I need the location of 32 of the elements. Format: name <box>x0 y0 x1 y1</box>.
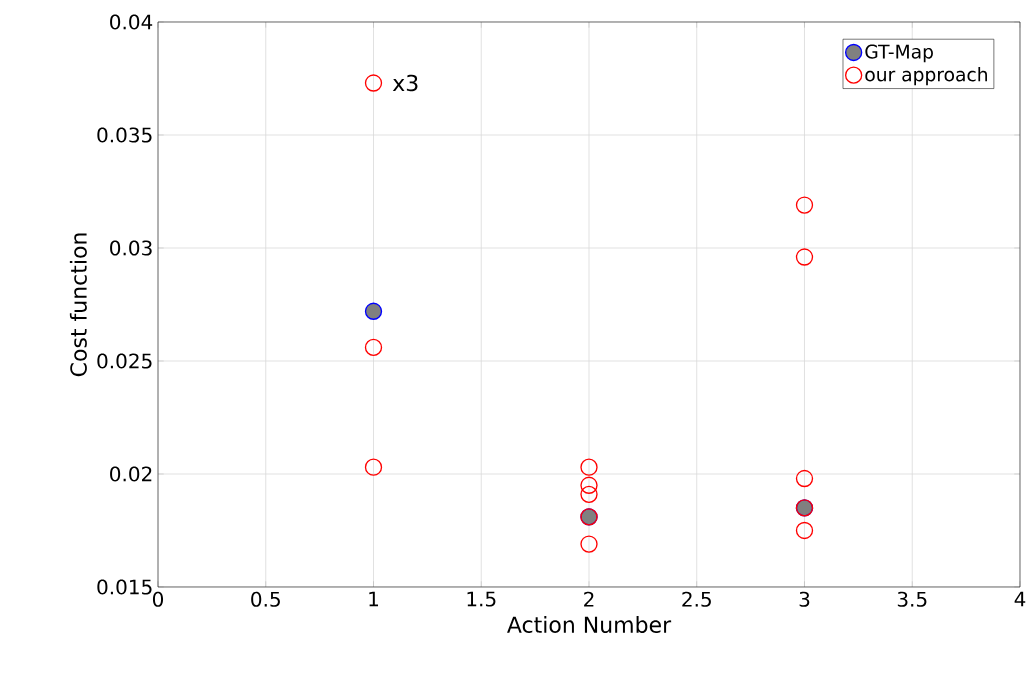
y-tick-label: 0.035 <box>97 127 152 143</box>
point <box>580 476 598 494</box>
x-tick-label: 3 <box>799 591 810 607</box>
point <box>364 74 383 92</box>
x-tick-label: 0.5 <box>251 591 280 607</box>
y-tick-label: 0.015 <box>97 579 152 595</box>
y-tick-label: 0.025 <box>97 353 152 369</box>
point <box>580 535 598 553</box>
point <box>795 469 814 488</box>
legend-label: GT-Map <box>865 44 933 63</box>
x-tick-label: 1.5 <box>467 591 496 607</box>
x-tick-label: 2 <box>584 591 594 607</box>
annotation: x3 <box>392 74 418 92</box>
point <box>364 458 383 476</box>
point <box>795 196 814 214</box>
y-tick-label: 0.02 <box>110 466 152 482</box>
point <box>580 458 598 476</box>
x-tick-label: 4 <box>1014 591 1026 607</box>
legend-label: our approach <box>865 67 987 86</box>
x-tick-label: 1 <box>369 591 379 607</box>
x-tick-label: 0 <box>152 591 164 607</box>
point <box>795 521 814 540</box>
point <box>364 338 383 357</box>
y-axis-title: Cost function <box>69 233 87 377</box>
y-tick-label: 0.03 <box>110 240 152 256</box>
point <box>580 485 598 503</box>
x-axis-title: Action Number <box>507 615 672 634</box>
point <box>364 302 383 320</box>
point <box>795 248 814 266</box>
x-tick-label: 3.5 <box>897 591 927 607</box>
y-tick-label: 0.04 <box>110 14 153 30</box>
x-tick-label: 2.5 <box>682 591 711 607</box>
